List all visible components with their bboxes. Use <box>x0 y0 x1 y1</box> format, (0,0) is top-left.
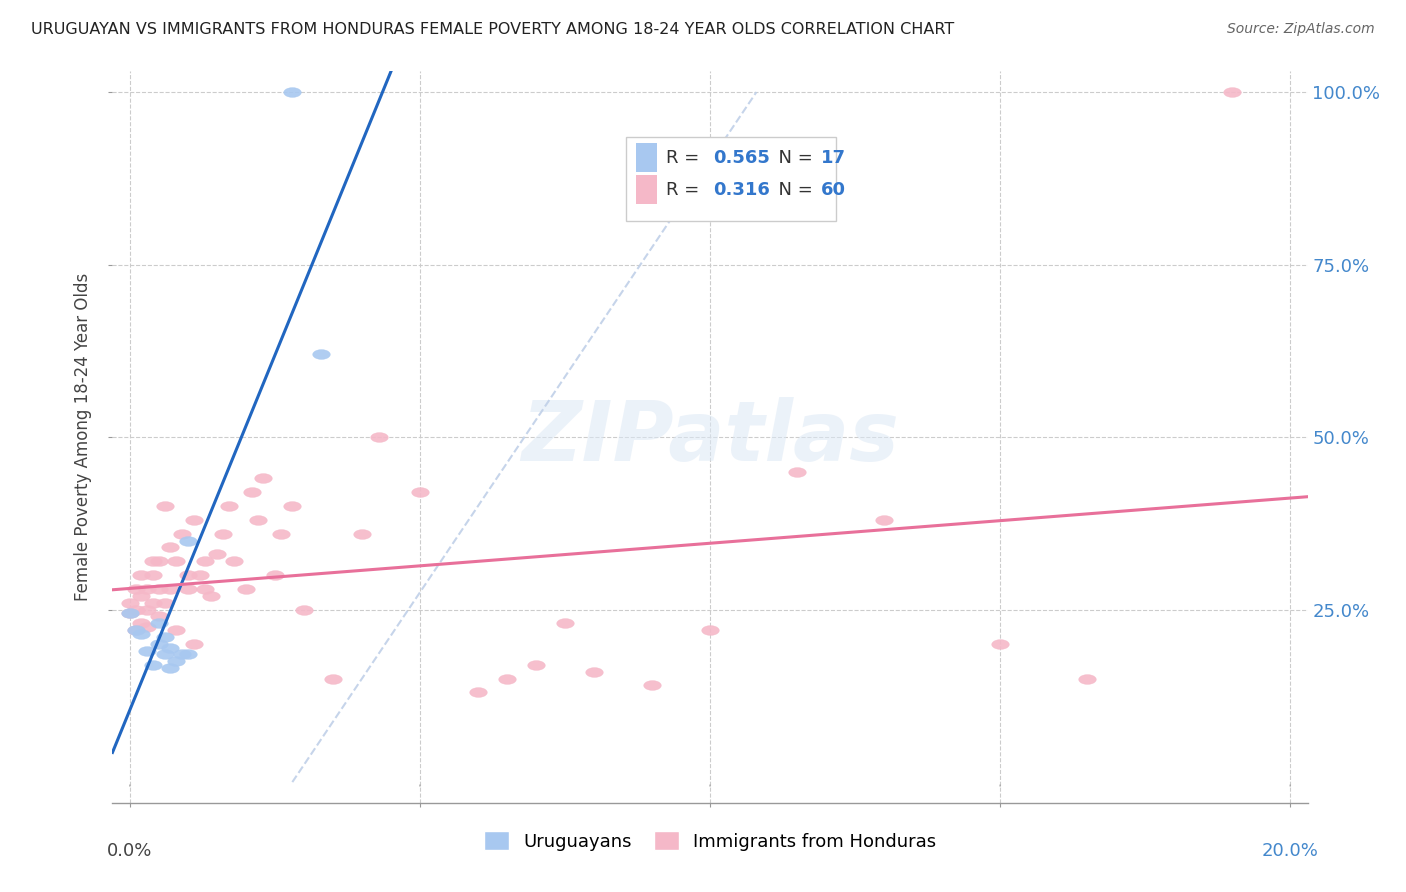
Point <box>148 616 170 631</box>
Point <box>873 513 896 527</box>
Point <box>172 648 194 662</box>
Point <box>641 678 664 692</box>
Point <box>235 582 257 596</box>
Point <box>131 568 153 582</box>
Point <box>165 554 187 568</box>
Text: N =: N = <box>768 181 818 199</box>
Point <box>159 541 181 555</box>
Point <box>1220 85 1243 99</box>
Point <box>554 616 576 631</box>
Text: 0.565: 0.565 <box>714 149 770 167</box>
Point <box>159 661 181 675</box>
Point <box>148 637 170 651</box>
Text: URUGUAYAN VS IMMIGRANTS FROM HONDURAS FEMALE POVERTY AMONG 18-24 YEAR OLDS CORRE: URUGUAYAN VS IMMIGRANTS FROM HONDURAS FE… <box>31 22 955 37</box>
Point <box>131 616 153 631</box>
Point <box>125 624 148 638</box>
Point <box>153 596 176 610</box>
FancyBboxPatch shape <box>636 143 658 172</box>
Text: Source: ZipAtlas.com: Source: ZipAtlas.com <box>1227 22 1375 37</box>
Point <box>281 85 304 99</box>
Text: 20.0%: 20.0% <box>1261 842 1319 860</box>
Text: 60: 60 <box>821 181 846 199</box>
Point <box>467 685 489 699</box>
FancyBboxPatch shape <box>636 175 658 204</box>
FancyBboxPatch shape <box>627 137 835 221</box>
Point <box>125 602 148 616</box>
Legend: Uruguayans, Immigrants from Honduras: Uruguayans, Immigrants from Honduras <box>478 826 942 856</box>
Text: ZIPatlas: ZIPatlas <box>522 397 898 477</box>
Point <box>240 485 263 500</box>
Point <box>177 582 200 596</box>
Point <box>368 430 391 444</box>
Point <box>524 657 547 672</box>
Point <box>1076 672 1098 686</box>
Point <box>177 533 200 548</box>
Point <box>159 582 181 596</box>
Point <box>270 526 292 541</box>
Point <box>281 499 304 513</box>
Point <box>131 589 153 603</box>
Point <box>148 554 170 568</box>
Point <box>148 609 170 624</box>
Point <box>118 596 141 610</box>
Point <box>118 606 141 620</box>
Point <box>988 637 1011 651</box>
Point <box>153 630 176 644</box>
Point <box>264 568 287 582</box>
Point <box>786 465 808 479</box>
Point <box>292 602 315 616</box>
Point <box>142 568 165 582</box>
Point <box>194 554 217 568</box>
Y-axis label: Female Poverty Among 18-24 Year Olds: Female Poverty Among 18-24 Year Olds <box>75 273 93 601</box>
Point <box>136 620 159 634</box>
Point <box>218 499 240 513</box>
Point <box>136 602 159 616</box>
Point <box>246 513 269 527</box>
Point <box>205 548 228 562</box>
Point <box>311 347 333 361</box>
Text: 0.0%: 0.0% <box>107 842 153 860</box>
Point <box>125 582 148 596</box>
Point <box>183 513 205 527</box>
Point <box>136 582 159 596</box>
Text: 17: 17 <box>821 149 846 167</box>
Point <box>322 672 344 686</box>
Point <box>177 568 200 582</box>
Point <box>496 672 519 686</box>
Text: N =: N = <box>768 149 818 167</box>
Point <box>153 648 176 662</box>
Point <box>409 485 432 500</box>
Text: R =: R = <box>666 181 704 199</box>
Point <box>177 648 200 662</box>
Point <box>211 526 233 541</box>
Point <box>136 644 159 658</box>
Point <box>188 568 211 582</box>
Point <box>165 654 187 668</box>
Point <box>118 606 141 620</box>
Point <box>582 665 605 679</box>
Point <box>200 589 222 603</box>
Point <box>252 471 274 485</box>
Point <box>350 526 373 541</box>
Point <box>153 499 176 513</box>
Point <box>159 640 181 655</box>
Point <box>148 582 170 596</box>
Point <box>165 624 187 638</box>
Point <box>125 624 148 638</box>
Point <box>194 582 217 596</box>
Point <box>183 637 205 651</box>
Point <box>142 657 165 672</box>
Point <box>142 554 165 568</box>
Text: 0.316: 0.316 <box>714 181 770 199</box>
Point <box>142 596 165 610</box>
Point <box>172 526 194 541</box>
Point <box>699 624 721 638</box>
Point <box>224 554 246 568</box>
Point <box>131 626 153 640</box>
Text: R =: R = <box>666 149 704 167</box>
